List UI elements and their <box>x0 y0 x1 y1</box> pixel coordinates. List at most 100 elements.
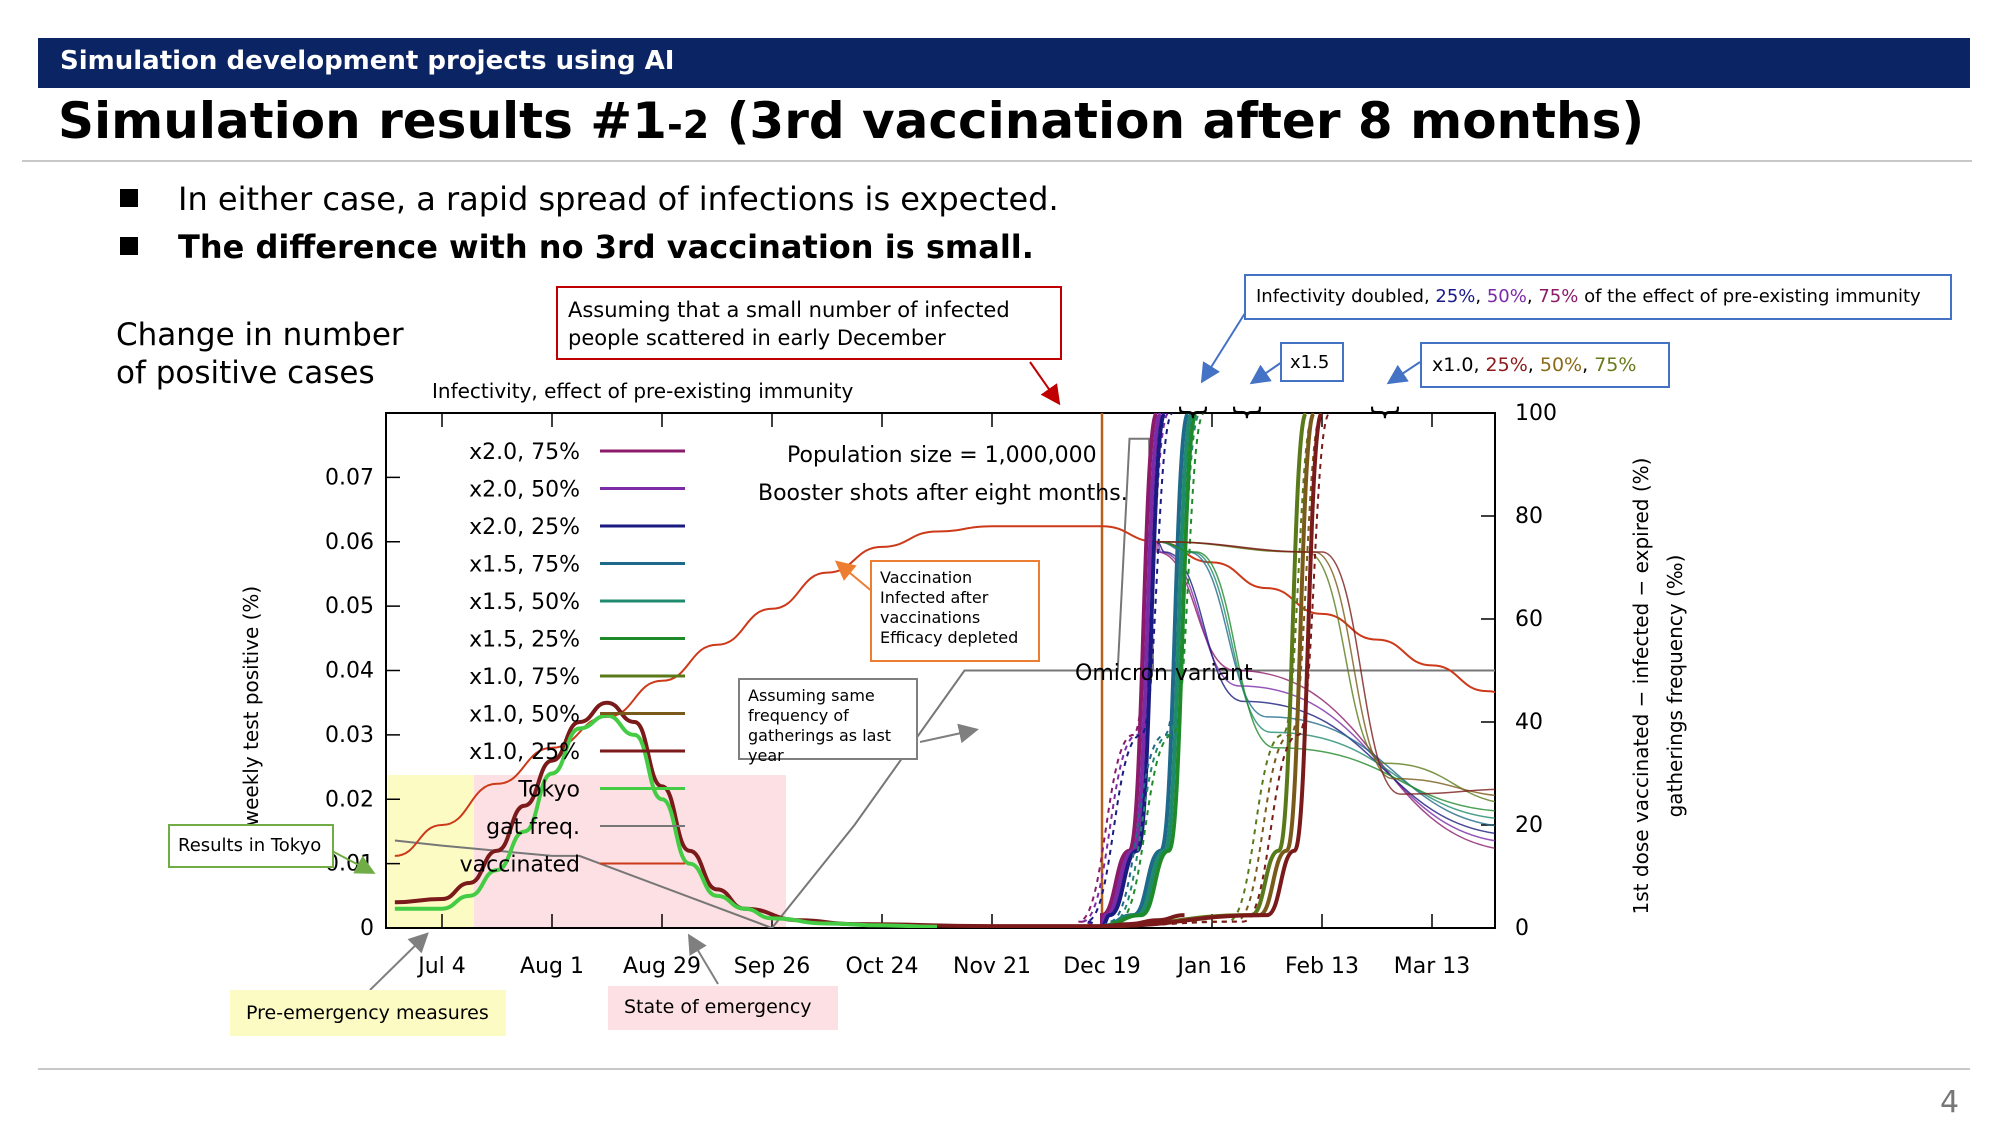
x10-25: 25% <box>1485 354 1528 376</box>
x15-label: x1.5 <box>1290 352 1330 373</box>
population-note: Population size = 1,000,000 <box>787 443 1097 468</box>
y2-tick-label: 60 <box>1515 607 1543 632</box>
arrow-x15 <box>1249 361 1283 385</box>
legend-label: x2.0, 75% <box>469 440 580 465</box>
series-scenario-9 <box>1101 413 1324 928</box>
legend-label: x1.0, 50% <box>469 703 580 728</box>
booster-note: Booster shots after eight months. <box>758 481 1128 506</box>
y-axis-title: weekly test positive (%) <box>239 586 263 826</box>
series-simulated-main <box>394 700 1185 928</box>
slide-title-main: Simulation results #1 <box>58 92 667 150</box>
brace-x15-icon: { <box>1229 403 1264 422</box>
y-tick-label: 0.03 <box>325 723 374 748</box>
doubled-50: 50% <box>1486 286 1527 307</box>
series-scenario-dashed-3 <box>1085 413 1174 928</box>
legend-label: x1.5, 25% <box>469 628 580 653</box>
header-bar: Simulation development projects using AI <box>38 38 1970 88</box>
series-scenario-dashed-6 <box>1101 413 1206 928</box>
y-tick-label: 0 <box>360 916 374 941</box>
callout-vaccination: Vaccination Infected after vaccinations … <box>870 560 1040 662</box>
arrow-early-december <box>1029 361 1061 406</box>
arrow-results-tokyo <box>331 850 376 874</box>
y2-tick-label: 80 <box>1515 504 1543 529</box>
x10-prefix: x1.0, <box>1432 354 1486 376</box>
brace-x10-icon: { <box>1367 403 1402 422</box>
legend-label: vaccinated <box>460 853 580 878</box>
chart-legend: x2.0, 75% x2.0, 50% x2.0, 25% x1.5, 75% x1.5… <box>460 440 685 878</box>
x-tick-label: Sep 26 <box>734 954 810 979</box>
slide-title-rest: (3rd vaccination after 8 months) <box>709 92 1645 150</box>
side-label-line1: Change in number <box>116 317 404 353</box>
slide-title: Simulation results #1-2 (3rd vaccination… <box>58 92 1644 150</box>
callout-state-emergency: State of emergency <box>608 986 838 1030</box>
chart-side-label: Change in number of positive cases <box>116 316 446 392</box>
bullet-item-1: In either case, a rapid spread of infect… <box>120 180 1059 218</box>
callout-x10: x1.0, 25%, 50%, 75% <box>1420 342 1670 388</box>
x-tick-label: Jul 4 <box>416 954 466 979</box>
series-tokyo <box>394 713 938 928</box>
x-tick-label: Oct 24 <box>845 954 918 979</box>
title-divider <box>22 160 1972 162</box>
x-tick-label: Aug 29 <box>623 954 701 979</box>
footer-divider <box>38 1068 1970 1070</box>
y-tick-label: 0.07 <box>325 465 374 490</box>
omicron-label: Omicron variant <box>1075 661 1253 686</box>
y-tick-label: 0.05 <box>325 594 374 619</box>
callout-early-december: Assuming that a small number of infected… <box>556 286 1062 360</box>
y2-tick-label: 0 <box>1515 916 1529 941</box>
bullet-item-2: The difference with no 3rd vaccination i… <box>120 228 1034 266</box>
callout-x15: x1.5 <box>1280 342 1344 382</box>
legend-label: gat freq. <box>486 815 580 840</box>
series-scenario-6 <box>1101 413 1199 928</box>
legend-label: x1.0, 75% <box>469 665 580 690</box>
arrow-vaccination <box>834 560 875 594</box>
series-scenario-dashed-9 <box>1101 413 1331 928</box>
callout-early-december-line1: Assuming that a small number of infected <box>568 298 1010 322</box>
callout-pre-emergency: Pre-emergency measures <box>230 990 506 1036</box>
callout-early-december-line2: people scattered in early December <box>568 326 946 350</box>
doubled-25: 25% <box>1435 286 1476 307</box>
callout-infectivity-doubled: Infectivity doubled, 25%, 50%, 75% of th… <box>1244 274 1952 320</box>
side-label-line2: of positive cases <box>116 355 375 391</box>
arrow-pre-emergency <box>369 932 429 991</box>
x-tick-label: Jan 16 <box>1176 954 1247 979</box>
doubled-prefix: Infectivity doubled, <box>1256 286 1436 307</box>
bullet-text-2: The difference with no 3rd vaccination i… <box>178 228 1034 266</box>
doubled-75: 75% <box>1538 286 1579 307</box>
bullet-text-1: In either case, a rapid spread of infect… <box>178 180 1059 218</box>
legend-label: x2.0, 25% <box>469 515 580 540</box>
brace-x2-icon: { <box>1175 403 1210 422</box>
header-title: Simulation development projects using AI <box>60 46 675 76</box>
x-tick-label: Dec 19 <box>1063 954 1141 979</box>
arrow-infectivity-doubled <box>1200 301 1253 384</box>
arrow-same-frequency <box>919 723 979 744</box>
series-vacc-scenario-6 <box>1156 541 1495 812</box>
page-number: 4 <box>1940 1085 1960 1120</box>
slide-title-small: -2 <box>666 103 710 147</box>
y2-tick-label: 100 <box>1515 401 1557 426</box>
legend-label: x1.5, 50% <box>469 590 580 615</box>
y2-tick-label: 20 <box>1515 813 1543 838</box>
y2-axis-title-line1: 1st dose vaccinated − infected − expired… <box>1629 458 1653 915</box>
x-tick-label: Mar 13 <box>1394 954 1471 979</box>
bullet-square-icon <box>120 189 138 207</box>
legend-label: x1.5, 75% <box>469 553 580 578</box>
legend-label: x1.0, 25% <box>469 740 580 765</box>
series-vacc-scenario-1 <box>1156 541 1495 849</box>
y-tick-label: 0.02 <box>325 787 374 812</box>
infectivity-header: Infectivity, effect of pre-existing immu… <box>432 379 853 403</box>
x10-50: 50% <box>1539 354 1583 376</box>
y-tick-label: 0.06 <box>325 530 374 555</box>
doubled-suffix: of the effect of pre-existing immunity <box>1578 286 1921 307</box>
series-scenario-dashed-1 <box>1078 413 1166 928</box>
y2-axis-title-line2: gatherings frequency (‰) <box>1663 555 1687 818</box>
axes-group: 00.010.020.030.040.050.060.0702040608010… <box>325 401 1557 979</box>
series-vacc-scenario-9 <box>1156 541 1495 795</box>
arrow-x10 <box>1386 361 1421 385</box>
x10-75: 75% <box>1594 354 1637 376</box>
legend-label: x2.0, 50% <box>469 478 580 503</box>
legend-label: Tokyo <box>517 778 580 803</box>
arrow-state-emergency <box>687 933 719 985</box>
bullet-square-icon <box>120 237 138 255</box>
x-tick-label: Aug 1 <box>520 954 584 979</box>
